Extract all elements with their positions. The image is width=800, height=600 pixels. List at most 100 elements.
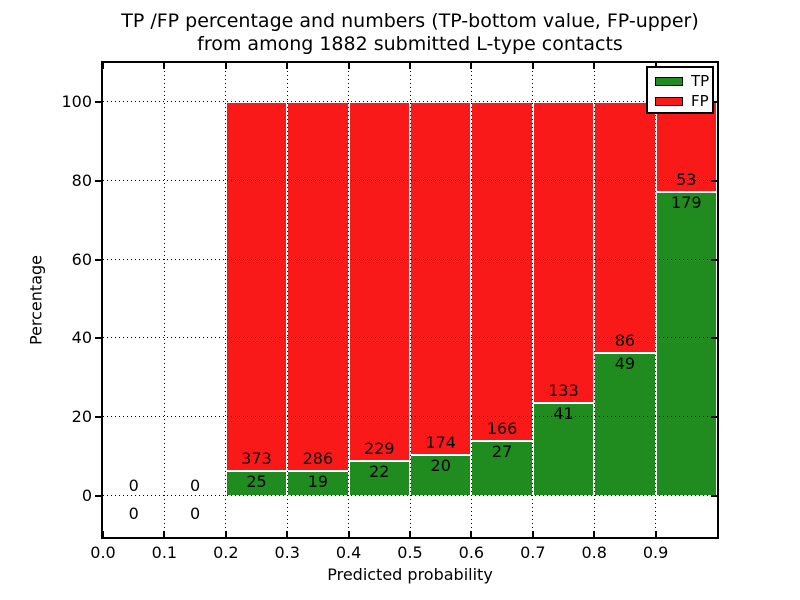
y-tick-right <box>711 337 717 340</box>
legend-item-fp: FP <box>655 92 712 111</box>
y-tick-label: 80 <box>71 171 92 190</box>
vertical-gridline <box>470 63 472 537</box>
x-tick-bottom <box>593 531 596 537</box>
y-tick-label: 20 <box>71 407 92 427</box>
y-tick-left <box>95 258 101 261</box>
y-tick-label: 60 <box>71 249 92 269</box>
y-tick-right <box>711 180 717 183</box>
plot-inner: 0 0 0 0 373 25 286 19 229 22 174 20 166 27 133 41 86 49 53… <box>95 63 717 537</box>
fp-bar-segment <box>594 102 656 353</box>
fp-count-label: 166 <box>486 418 518 438</box>
fp-count-label: 53 <box>676 170 697 190</box>
y-tick-left <box>95 337 101 340</box>
plot-area: 0 0 0 0 373 25 286 19 229 22 174 20 166 27 133 41 86 49 53… <box>95 61 719 539</box>
fp-count-label: 373 <box>241 449 272 468</box>
tp-bar-segment <box>410 455 472 496</box>
tp-count-label: 19 <box>307 472 329 492</box>
fp-bar-segment <box>410 102 472 456</box>
fp-bar-segment <box>471 102 533 441</box>
legend-label-tp: TP <box>691 72 710 90</box>
vertical-gridline <box>409 63 411 537</box>
fp-count-label: 0 <box>190 475 201 495</box>
fp-count-label: 86 <box>614 330 636 350</box>
y-tick-right <box>711 101 717 104</box>
tp-count-label: 41 <box>553 404 574 423</box>
fp-bar-segment <box>532 102 595 404</box>
tp-count-label: 49 <box>614 353 636 373</box>
legend-label-fp: FP <box>691 92 709 110</box>
fp-color-swatch-icon <box>655 97 683 106</box>
tp-count-label: 25 <box>246 471 267 491</box>
x-tick-bottom <box>286 531 289 537</box>
vertical-gridline <box>163 63 165 537</box>
x-tick-bottom <box>163 531 166 537</box>
fp-bar-segment <box>348 102 410 462</box>
y-tick-left <box>95 101 101 104</box>
fp-count-label: 286 <box>302 449 334 469</box>
tp-count-label: 0 <box>190 503 201 523</box>
x-tick-bottom <box>409 531 411 537</box>
x-tick-label: 0.3 <box>274 543 300 562</box>
x-tick-top <box>531 63 534 69</box>
x-tick-bottom <box>102 531 104 537</box>
y-tick-left <box>95 416 101 419</box>
y-tick-right <box>711 258 717 261</box>
x-tick-label: 0.1 <box>151 543 178 562</box>
x-tick-label: 0.5 <box>397 543 423 562</box>
tp-count-label: 27 <box>491 441 513 461</box>
fp-count-label: 174 <box>425 433 456 453</box>
x-axis-label: Predicted probability <box>327 565 493 584</box>
x-tick-bottom <box>531 531 534 537</box>
x-tick-label: 0.7 <box>520 543 546 562</box>
tp-count-label: 22 <box>369 462 390 482</box>
y-tick-label: 0 <box>81 485 92 505</box>
x-tick-bottom <box>654 531 657 537</box>
x-tick-top <box>347 63 350 69</box>
x-tick-bottom <box>347 531 350 537</box>
vertical-gridline <box>593 63 595 537</box>
y-tick-left <box>95 494 101 497</box>
x-tick-top <box>224 63 227 69</box>
vertical-gridline <box>225 63 227 537</box>
tp-count-label: 20 <box>430 456 451 476</box>
x-tick-label: 0.4 <box>335 543 362 562</box>
tp-bar-segment <box>594 352 656 496</box>
x-tick-bottom <box>470 531 473 537</box>
x-tick-label: 0.2 <box>213 543 239 562</box>
x-tick-top <box>163 63 166 69</box>
tp-count-label: 179 <box>671 193 702 213</box>
chart-title-line1: TP /FP percentage and numbers (TP-bottom… <box>121 10 699 32</box>
x-tick-label: 0.6 <box>458 543 485 562</box>
x-tick-top <box>470 63 473 69</box>
tp-bar-segment <box>655 192 717 496</box>
vertical-gridline <box>348 63 350 537</box>
vertical-gridline <box>655 63 657 537</box>
tp-count-label: 0 <box>128 503 139 523</box>
y-tick-label: 100 <box>61 92 92 112</box>
fp-bar-segment <box>225 102 288 471</box>
y-tick-right <box>711 416 717 419</box>
fp-count-label: 133 <box>548 381 579 401</box>
y-tick-label: 40 <box>71 328 92 348</box>
legend-item-tp: TP <box>655 72 712 91</box>
x-tick-label: 0.8 <box>581 543 607 562</box>
x-tick-top <box>102 63 104 69</box>
tp-bar-segment <box>471 440 533 496</box>
x-tick-top <box>286 63 289 69</box>
fp-count-label: 229 <box>364 439 395 459</box>
chart-title-line2: from among 1882 submitted L-type contact… <box>197 33 623 55</box>
fp-count-label: 0 <box>128 475 139 495</box>
chart-title: TP /FP percentage and numbers (TP-bottom… <box>101 10 719 56</box>
vertical-gridline <box>532 63 534 537</box>
x-tick-bottom <box>224 531 227 537</box>
y-tick-left <box>95 180 101 183</box>
vertical-gridline <box>286 63 288 537</box>
tp-color-swatch-icon <box>655 77 683 86</box>
x-tick-top <box>409 63 411 69</box>
legend: TP FP <box>646 66 714 114</box>
x-tick-top <box>593 63 596 69</box>
fp-bar-segment <box>287 102 349 472</box>
x-tick-label: 0.0 <box>90 543 116 562</box>
tp-bar-segment <box>532 403 595 496</box>
